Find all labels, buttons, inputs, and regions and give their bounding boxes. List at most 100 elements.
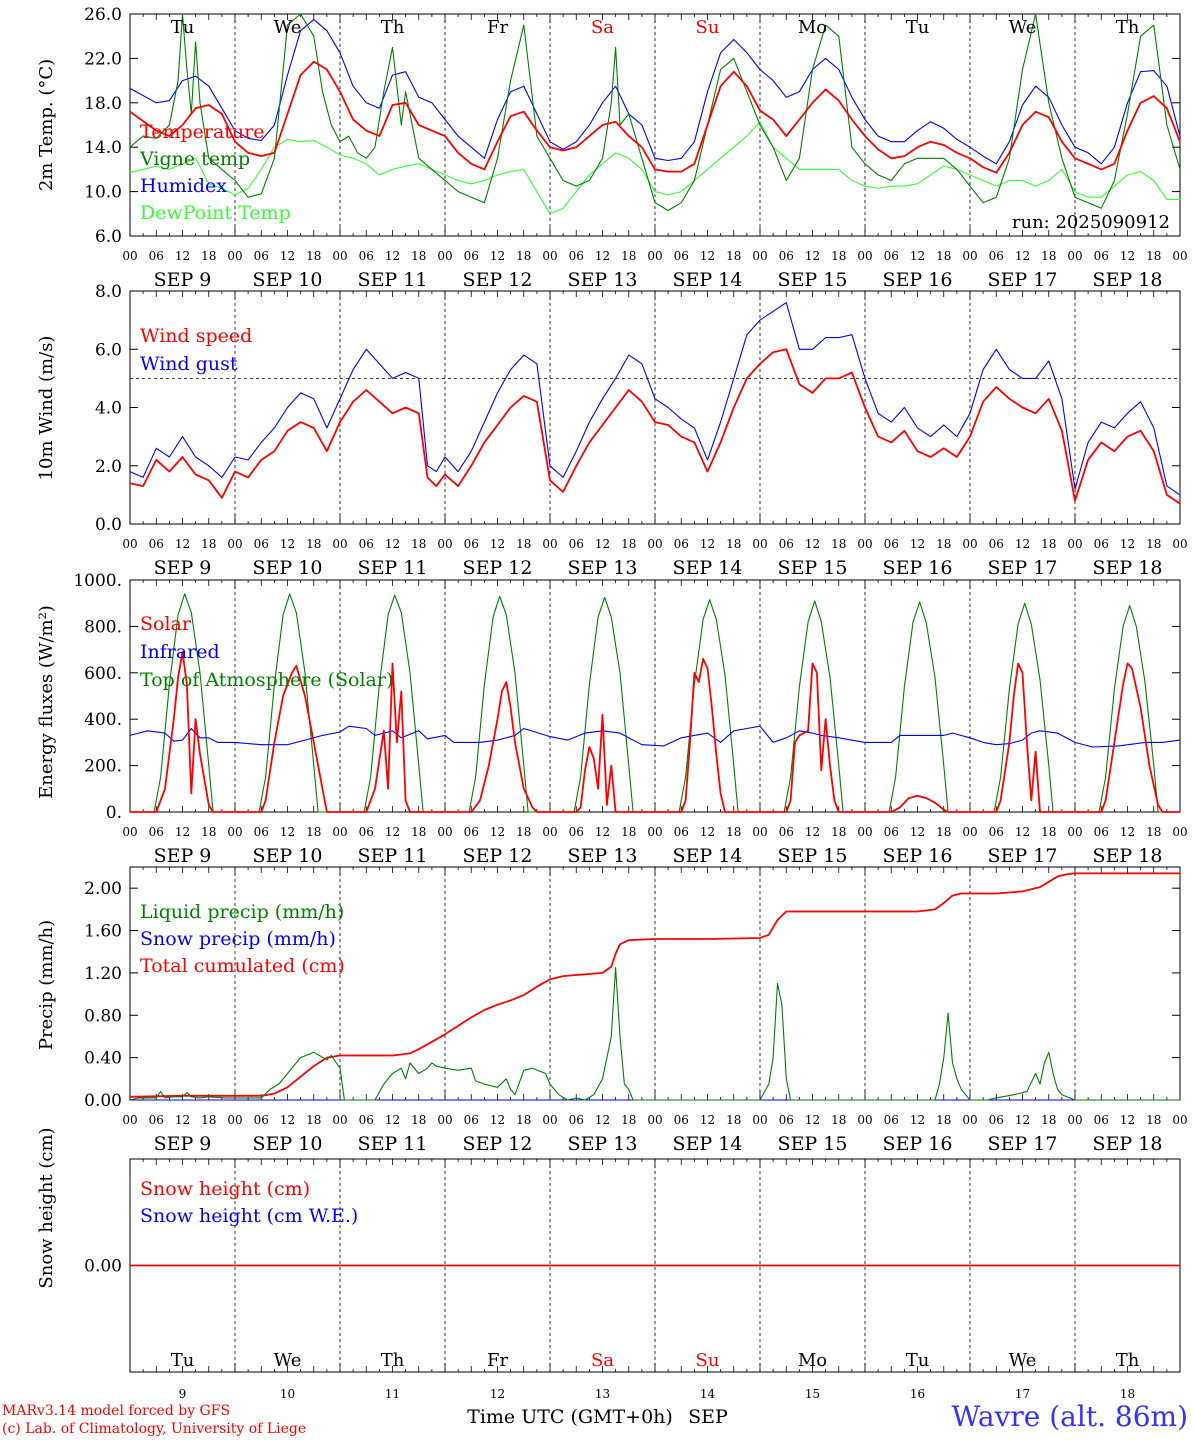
hour-label: 00	[332, 825, 347, 839]
hour-label: 12	[700, 1113, 715, 1127]
day-number: 17	[1015, 1387, 1030, 1401]
hour-label: 18	[831, 249, 846, 263]
hour-label: 06	[464, 1113, 479, 1127]
hour-label: 00	[1172, 825, 1187, 839]
hour-label: 12	[490, 249, 505, 263]
date-label: SEP 16	[883, 269, 953, 291]
hour-label: 06	[1094, 249, 1109, 263]
panel-1: 6.0 10.0 14.0 18.0 22.0 26.0 2m Temp. (°C) Temp…	[36, 5, 1188, 291]
hour-label: 18	[201, 249, 216, 263]
hour-label: 18	[411, 825, 426, 839]
weekday-label: Mo	[798, 1350, 827, 1371]
hour-label: 18	[516, 249, 531, 263]
series-line-1	[129, 60, 1181, 174]
y-tick-label: 2.0	[95, 457, 122, 477]
legend-entry-3: Total cumulated (cm)	[140, 955, 345, 977]
hour-label: 18	[1146, 249, 1161, 263]
date-label: SEP 12	[463, 845, 533, 867]
weekday-label: Fr	[487, 1350, 508, 1371]
weekday-label: Su	[696, 1350, 720, 1371]
month-label: SEP	[688, 1406, 728, 1428]
hour-label: 00	[1067, 249, 1082, 263]
hour-label: 06	[779, 1113, 794, 1127]
legend-entry-3: Humidex	[140, 175, 227, 197]
y-axis-label: Snow height (cm)	[36, 1127, 57, 1288]
hour-label: 00	[227, 825, 242, 839]
day-number: 16	[910, 1387, 925, 1401]
y-tick-label: 2.00	[84, 879, 122, 899]
weekday-label: Tu	[171, 1350, 195, 1371]
hour-label: 00	[542, 1113, 557, 1127]
y-tick-label: 800.	[84, 617, 122, 637]
y-tick-label: 18.0	[84, 94, 122, 114]
y-tick-label: 0.00	[84, 1257, 122, 1277]
hour-label: 06	[254, 825, 269, 839]
day-number: 18	[1120, 1387, 1135, 1401]
hour-label: 18	[306, 825, 321, 839]
hour-label: 00	[857, 537, 872, 551]
hour-label: 00	[437, 1113, 452, 1127]
hour-label: 06	[779, 537, 794, 551]
hour-label: 00	[752, 825, 767, 839]
hour-label: 12	[1120, 249, 1135, 263]
day-number: 14	[700, 1387, 716, 1401]
y-tick-label: 200.	[84, 757, 122, 777]
legend-entry-4: DewPoint Temp	[140, 202, 291, 224]
y-tick-label: 6.0	[95, 227, 122, 247]
hour-label: 12	[805, 537, 820, 551]
hour-label: 00	[227, 1113, 242, 1127]
hour-label: 18	[516, 825, 531, 839]
date-label: SEP 9	[154, 1133, 212, 1155]
date-label: SEP 15	[778, 845, 848, 867]
panel-3: 0. 200. 400. 600. 800. 1000. Energy fluxes (W/…	[36, 571, 1188, 867]
hour-label: 06	[359, 1113, 374, 1127]
date-label: SEP 12	[463, 557, 533, 579]
weekday-label: Tu	[906, 1350, 930, 1371]
hour-label: 06	[569, 825, 584, 839]
hour-label: 06	[254, 537, 269, 551]
legend-entry-3: Top of Atmosphere (Solar)	[140, 669, 393, 691]
date-label: SEP 10	[253, 557, 323, 579]
hour-label: 06	[779, 249, 794, 263]
date-label: SEP 12	[463, 1133, 533, 1155]
hour-label: 18	[726, 825, 741, 839]
hour-label: 00	[1067, 1113, 1082, 1127]
hour-label: 00	[542, 537, 557, 551]
weekday-label: Su	[696, 17, 720, 38]
hour-label: 18	[621, 1113, 636, 1127]
panel-5: 0.00 Snow height (cm) Snow height (cm) Snow…	[36, 1127, 1181, 1428]
hour-label: 00	[1172, 249, 1187, 263]
hour-label: 00	[122, 249, 137, 263]
weekday-label: Fr	[487, 17, 508, 38]
hour-label: 00	[1172, 1113, 1187, 1127]
hour-label: 12	[1015, 537, 1030, 551]
hour-label: 18	[936, 249, 951, 263]
hour-label: 06	[149, 249, 164, 263]
date-label: SEP 12	[463, 269, 533, 291]
y-tick-label: 10.0	[84, 183, 122, 203]
hour-label: 00	[857, 825, 872, 839]
date-label: SEP 14	[673, 557, 743, 579]
hour-label: 00	[122, 537, 137, 551]
legend-entry-2: Snow precip (mm/h)	[140, 928, 336, 950]
day-number: 12	[490, 1387, 505, 1401]
hour-label: 18	[1146, 537, 1161, 551]
y-tick-label: 400.	[84, 710, 122, 730]
hour-label: 00	[647, 1113, 662, 1127]
weekday-label: Tu	[906, 17, 930, 38]
hour-label: 12	[1120, 537, 1135, 551]
hour-label: 06	[569, 1113, 584, 1127]
hour-label: 00	[962, 537, 977, 551]
date-label: SEP 17	[988, 845, 1058, 867]
weekday-label: We	[1009, 17, 1037, 38]
hour-label: 12	[1015, 1113, 1030, 1127]
hour-label: 06	[674, 825, 689, 839]
y-tick-label: 0.80	[84, 1006, 122, 1026]
hour-label: 18	[726, 249, 741, 263]
y-tick-label: 1.60	[84, 922, 122, 942]
hour-label: 06	[149, 537, 164, 551]
hour-label: 00	[122, 825, 137, 839]
hour-label: 06	[1094, 1113, 1109, 1127]
hour-label: 12	[805, 249, 820, 263]
